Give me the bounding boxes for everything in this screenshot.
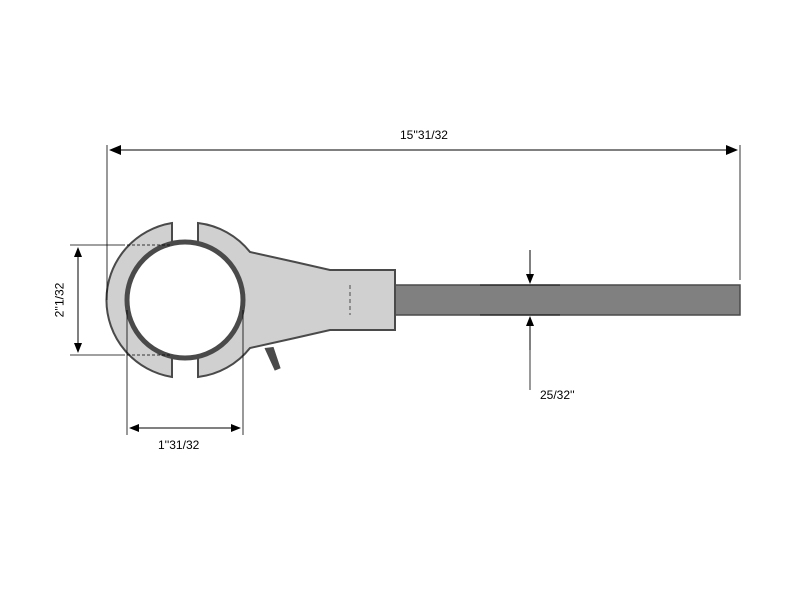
label-shank-thickness: 25/32'' [540,388,575,402]
label-overall-length: 15''31/32 [400,128,448,142]
label-bore-diameter: 1''31/32 [158,438,199,452]
technical-drawing [0,0,800,600]
shank [350,285,740,315]
bore [127,242,243,358]
label-eye-height: 2''1/32 [52,283,66,318]
detent-pin [265,347,280,370]
